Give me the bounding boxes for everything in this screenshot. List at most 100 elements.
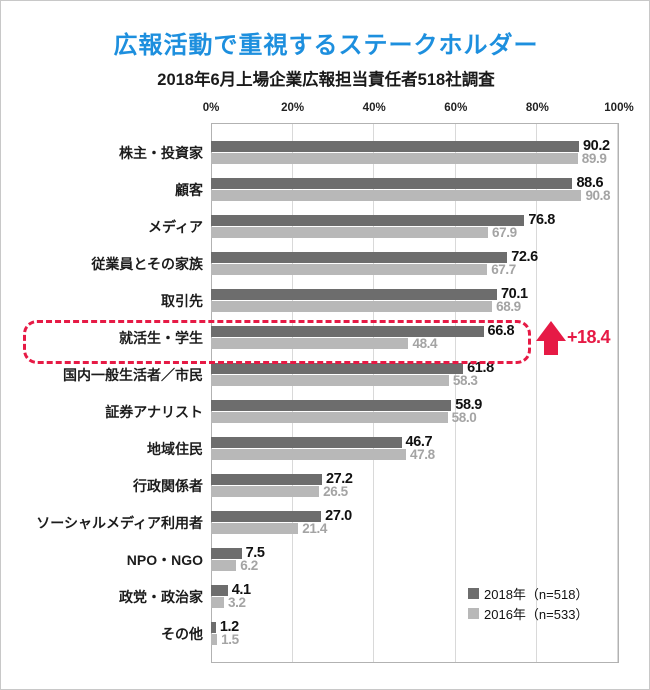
value-2018: 27.2: [325, 471, 353, 488]
value-2016: 1.5: [221, 631, 239, 647]
category-label: ソーシャルメディア利用者: [36, 514, 203, 531]
value-2016: 67.9: [492, 224, 517, 240]
category-label: 地域住民: [147, 440, 203, 457]
category-label: 顧客: [175, 181, 203, 198]
bar-track: 7.5 6.2: [211, 546, 619, 572]
bar-line: 61.8: [211, 360, 619, 377]
bar-line: 70.1: [211, 286, 619, 303]
x-tick-label: 0%: [202, 102, 220, 114]
bar-line: 66.8: [211, 324, 619, 338]
bar-2016: [211, 449, 407, 460]
bar-track: 88.6 90.8: [211, 176, 619, 203]
bar-line: 76.8: [211, 212, 619, 229]
value-2016: 58.0: [451, 409, 477, 425]
category-label: 従業員とその家族: [91, 255, 203, 272]
x-tick-label: 40%: [362, 102, 386, 114]
category-label: 国内一般生活者／市民: [63, 366, 203, 383]
bar-track: 58.9 58.0: [211, 397, 619, 425]
value-2018: 46.7: [405, 434, 433, 451]
chart-row: 取引先 70.1 68.9: [1, 282, 619, 319]
value-2016: 90.8: [585, 187, 611, 203]
bar-2016: [211, 634, 218, 645]
category-label: 行政関係者: [133, 477, 203, 494]
value-2016: 47.8: [410, 446, 435, 462]
bar-line: 58.9: [211, 397, 619, 414]
chart-row: NPO・NGO 7.5 6.2: [1, 541, 619, 578]
bar-line: 6.2: [211, 559, 619, 572]
chart-row: 国内一般生活者／市民 61.8 58.3: [1, 356, 619, 393]
bar-line: 21.4: [211, 520, 619, 536]
bar-track: 27.0 21.4: [211, 508, 619, 536]
legend-swatch-2016: [468, 607, 479, 619]
bar-2018: [211, 252, 508, 263]
chart-row: 顧客 88.6 90.8: [1, 171, 619, 208]
bar-2018: [211, 474, 322, 485]
value-2018: 1.2: [219, 619, 239, 636]
gridline: [617, 124, 618, 662]
bar-line: 27.2: [211, 471, 619, 488]
bar-line: 72.6: [211, 250, 619, 264]
bar-line: 89.9: [211, 152, 619, 165]
chart-row: 従業員とその家族 72.6 67.7: [1, 245, 619, 282]
value-2016: 58.3: [452, 372, 478, 388]
gridline: [292, 124, 294, 662]
value-2016: 67.7: [491, 261, 516, 277]
bar-2018: [211, 363, 464, 374]
chart-row: メディア 76.8 67.9: [1, 208, 619, 245]
bar-track: 4.1 3.2: [211, 583, 619, 610]
value-2018: 58.9: [455, 397, 482, 414]
bar-2018: [211, 289, 497, 300]
value-2016: 48.4: [412, 335, 438, 351]
category-label: 就活生・学生: [119, 329, 203, 346]
bar-line: 88.6: [211, 176, 619, 190]
gridline: [373, 124, 375, 662]
bar-line: 1.2: [211, 619, 619, 636]
value-2018: 27.0: [325, 508, 352, 525]
chart-row: 証券アナリスト 58.9 58.0: [1, 393, 619, 430]
bar-2016: [211, 486, 320, 497]
value-2018: 90.2: [583, 138, 610, 155]
chart-row: 株主・投資家 90.2 89.9: [1, 134, 619, 171]
bar-2016: [211, 227, 489, 238]
chart-row: 就活生・学生 66.8 48.4: [1, 319, 619, 356]
bar-line: 27.0: [211, 508, 619, 525]
bar-line: 4.1: [211, 583, 619, 597]
up-arrow-icon-stem: [544, 340, 558, 355]
x-tick-label: 60%: [444, 102, 468, 114]
highlight-annotation: +18.4: [567, 327, 611, 347]
bar-2018: [211, 141, 580, 152]
bar-2016: [211, 597, 225, 608]
legend-item-2016: 2016年（n=533）: [468, 603, 588, 623]
value-2018: 76.8: [528, 212, 555, 229]
value-2018: 70.1: [501, 286, 528, 303]
bar-track: 27.2 26.5: [211, 471, 619, 499]
bar-2018: [211, 622, 216, 633]
bar-2016: [211, 190, 582, 201]
bar-line: 46.7: [211, 434, 619, 451]
legend: 2018年（n=518） 2016年（n=533）: [468, 583, 588, 623]
bar-2018: [211, 437, 402, 448]
x-axis-ticks: 0% 20% 40% 60% 80% 100%: [203, 102, 634, 116]
bar-track: 1.2 1.5: [211, 619, 619, 647]
gridline: [535, 124, 537, 662]
value-2016: 3.2: [228, 594, 246, 610]
category-label: その他: [161, 625, 203, 642]
bar-line: 90.8: [211, 187, 619, 203]
x-tick-label: 80%: [525, 102, 549, 114]
chart-rows: 株主・投資家 90.2 89.9 顧客 88.6 90.8 メディア 76.8 67.9 従業員と…: [1, 123, 619, 663]
bar-2016: [211, 560, 237, 571]
bar-2018: [211, 585, 228, 596]
value-2016: 21.4: [302, 520, 327, 536]
value-2018: 61.8: [467, 360, 494, 377]
bar-2018: [211, 215, 525, 226]
chart-row: 地域住民 46.7 47.8: [1, 430, 619, 467]
bar-track: 76.8 67.9: [211, 212, 619, 240]
bar-2016: [211, 412, 448, 423]
bar-2018: [211, 400, 452, 411]
highlight-dashed-box: [23, 320, 531, 364]
bar-2016: [211, 523, 299, 534]
chart-subtitle: 2018年6月上場企業広報担当責任者518社調査: [157, 71, 495, 89]
value-2016: 26.5: [323, 483, 348, 499]
bar-track: 61.8 58.3: [211, 360, 619, 388]
